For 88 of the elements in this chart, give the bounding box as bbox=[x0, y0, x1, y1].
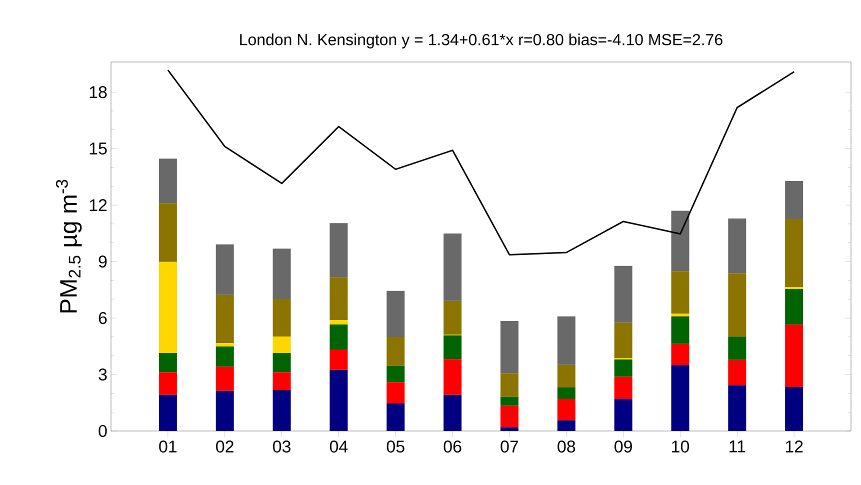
x-tick-label: 06 bbox=[444, 440, 462, 453]
bar bbox=[671, 365, 690, 431]
bar bbox=[671, 344, 690, 366]
bar bbox=[444, 300, 462, 335]
bar bbox=[785, 219, 804, 287]
bar bbox=[272, 299, 291, 336]
bar bbox=[785, 289, 804, 325]
x-tick-label: 10 bbox=[672, 440, 690, 453]
bar bbox=[785, 324, 804, 387]
x-tick-label: 08 bbox=[558, 440, 576, 453]
bar bbox=[386, 404, 405, 431]
x-tick-label: 03 bbox=[272, 440, 290, 453]
bar bbox=[216, 346, 234, 367]
y-tick-label: 15 bbox=[90, 142, 107, 155]
y-tick-label: 0 bbox=[98, 424, 107, 438]
bar bbox=[330, 223, 348, 278]
bar bbox=[557, 388, 576, 399]
line-series bbox=[167, 69, 795, 256]
bar bbox=[158, 262, 177, 354]
x-tick-label: 07 bbox=[500, 440, 518, 453]
bar bbox=[557, 316, 576, 365]
bar bbox=[444, 394, 462, 431]
bar bbox=[386, 382, 405, 404]
bar bbox=[500, 373, 518, 397]
chart-title: London N. Kensington y = 1.34+0.61*x r=0.80 bias=-4.10 MSE=2.76 bbox=[240, 34, 722, 48]
bar bbox=[671, 316, 690, 344]
bar bbox=[671, 271, 690, 314]
bar bbox=[330, 277, 348, 320]
y-tick-label: 9 bbox=[98, 256, 107, 268]
bar bbox=[272, 353, 291, 372]
y-tick-label: 12 bbox=[90, 199, 107, 212]
bar bbox=[785, 386, 804, 431]
x-tick-label: 02 bbox=[216, 440, 234, 453]
bar bbox=[330, 324, 348, 350]
bar bbox=[614, 359, 632, 377]
bar bbox=[330, 370, 348, 431]
bar bbox=[216, 294, 234, 344]
bar bbox=[158, 394, 177, 431]
bar bbox=[272, 248, 291, 300]
bar bbox=[728, 336, 746, 360]
bar bbox=[330, 349, 348, 370]
y-tick-label: 3 bbox=[98, 368, 107, 381]
bar bbox=[557, 398, 576, 420]
y-tick-label: 6 bbox=[98, 312, 107, 324]
bar bbox=[216, 390, 234, 431]
bar bbox=[272, 372, 291, 390]
bar bbox=[728, 360, 746, 386]
x-tick-label: 12 bbox=[786, 440, 803, 452]
bar bbox=[158, 372, 177, 395]
bar bbox=[158, 158, 177, 204]
bar bbox=[330, 320, 348, 324]
x-tick-label: 09 bbox=[614, 440, 632, 453]
bar bbox=[614, 266, 632, 323]
bar bbox=[728, 218, 746, 274]
bar bbox=[272, 390, 291, 431]
bar bbox=[386, 290, 405, 338]
bar bbox=[158, 203, 177, 262]
bar bbox=[444, 359, 462, 395]
bar bbox=[614, 322, 632, 358]
bar bbox=[785, 180, 804, 220]
bar bbox=[444, 335, 462, 360]
bar bbox=[500, 406, 518, 428]
bar bbox=[216, 366, 234, 391]
x-tick-label: 11 bbox=[730, 440, 746, 452]
bar bbox=[500, 396, 518, 406]
bar bbox=[444, 234, 462, 301]
bar bbox=[614, 376, 632, 399]
bar bbox=[500, 321, 518, 374]
bar bbox=[500, 427, 518, 431]
bar bbox=[614, 398, 632, 431]
x-tick-label: 04 bbox=[330, 440, 348, 453]
x-tick-label: 05 bbox=[386, 440, 404, 453]
y-tick-label: 18 bbox=[90, 86, 107, 98]
bar bbox=[216, 244, 234, 295]
y-axis-title: PM$_{2.5}$ µg m$^{-3}$ bbox=[56, 180, 82, 312]
bar bbox=[386, 337, 405, 366]
bar bbox=[272, 336, 291, 354]
bar bbox=[557, 364, 576, 388]
x-tick-label: 01 bbox=[159, 440, 177, 453]
bar bbox=[386, 366, 405, 382]
bar bbox=[671, 210, 690, 272]
bar bbox=[728, 385, 746, 431]
bar bbox=[216, 343, 234, 346]
bar bbox=[557, 420, 576, 431]
bar bbox=[671, 314, 690, 316]
bar bbox=[785, 286, 804, 290]
bar bbox=[158, 353, 177, 372]
bar bbox=[728, 273, 746, 337]
